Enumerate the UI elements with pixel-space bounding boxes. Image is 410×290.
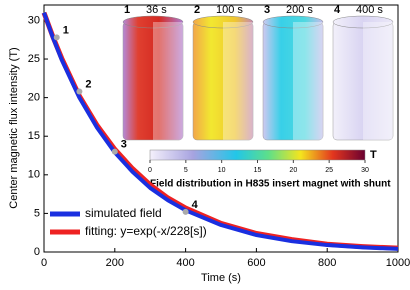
x-axis-label: Time (s) <box>201 272 241 284</box>
y-tick-label: 20 <box>28 92 40 104</box>
legend-label: fitting: y=exp(-x/228[s]) <box>85 224 207 238</box>
inset-caption: Field distribution in H835 insert magnet… <box>150 179 391 190</box>
colorbar-tick-label: 30 <box>361 167 369 174</box>
legend-label: simulated field <box>85 206 162 220</box>
x-tick-label: 800 <box>318 257 336 269</box>
colorbar-tick-label: 15 <box>254 167 262 174</box>
panel-time: 200 s <box>286 4 313 16</box>
magnet-top <box>192 15 254 29</box>
magnet-cutout <box>223 22 253 140</box>
panel-number: 2 <box>194 4 200 16</box>
magnet-top <box>332 15 394 29</box>
magnet-top <box>262 15 324 29</box>
marker-label: 3 <box>121 139 127 151</box>
y-tick-label: 0 <box>34 246 40 258</box>
magnet-top <box>122 15 184 29</box>
colorbar-tick-label: 0 <box>148 167 152 174</box>
x-tick-label: 200 <box>106 257 124 269</box>
x-tick-label: 0 <box>41 257 47 269</box>
panel-time: 400 s <box>356 4 383 16</box>
marker <box>111 148 118 155</box>
y-tick-label: 5 <box>34 207 40 219</box>
colorbar-tick-label: 20 <box>289 167 297 174</box>
x-tick-label: 600 <box>247 257 265 269</box>
x-tick-label: 1000 <box>386 257 410 269</box>
panel-time: 100 s <box>216 4 243 16</box>
magnet-cutout <box>363 22 393 140</box>
x-tick-label: 400 <box>176 257 194 269</box>
y-axis-label: Center magnetic flux intensity (T) <box>8 47 20 208</box>
marker-label: 2 <box>85 78 91 90</box>
y-tick-label: 30 <box>28 14 40 26</box>
magnet-cutout <box>293 22 323 140</box>
plot-frame <box>43 4 399 253</box>
panel-number: 3 <box>264 4 270 16</box>
marker <box>53 34 60 41</box>
colorbar-tick-label: 5 <box>184 167 188 174</box>
marker-label: 4 <box>192 199 199 211</box>
magnet-cutout <box>153 22 183 140</box>
colorbar-tick-label: 25 <box>325 167 333 174</box>
colorbar-tick-label: 10 <box>218 167 226 174</box>
panel-number: 4 <box>334 4 341 16</box>
marker <box>182 208 189 215</box>
colorbar-unit: T <box>370 149 377 161</box>
y-tick-label: 15 <box>28 130 40 142</box>
marker <box>76 88 83 95</box>
panel-number: 1 <box>124 4 130 16</box>
colorbar <box>149 149 366 161</box>
panel-time: 36 s <box>146 4 167 16</box>
line-series <box>42 12 399 251</box>
marker-label: 1 <box>63 24 69 36</box>
y-tick-label: 10 <box>28 169 40 181</box>
y-tick-label: 25 <box>28 53 40 65</box>
